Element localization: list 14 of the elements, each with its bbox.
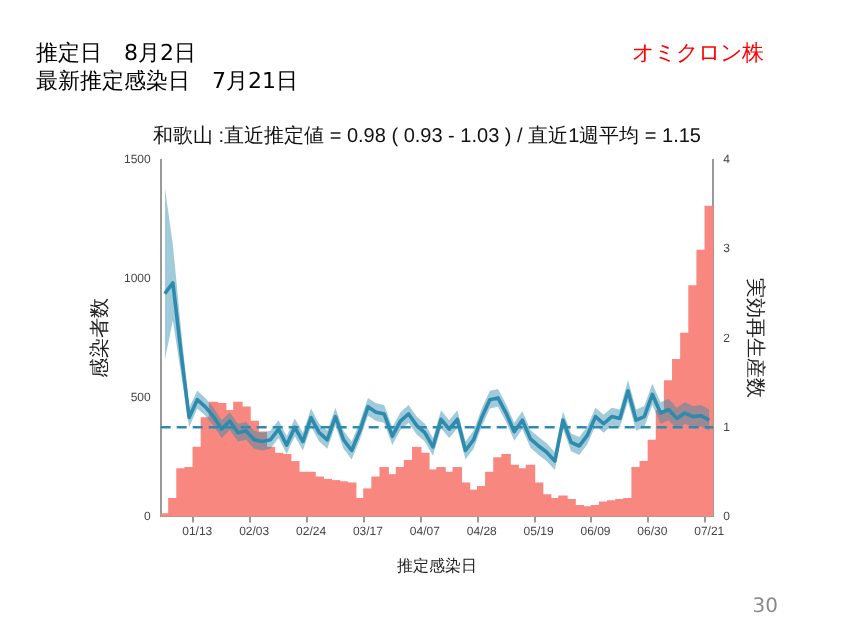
bar <box>566 499 576 517</box>
bar <box>631 467 641 517</box>
text: 最新推定感染日 7月21日 <box>36 66 298 96</box>
y-axis-title: 感染者数 <box>87 298 112 379</box>
bar <box>379 467 389 517</box>
y2-axis-title: 実効再生産数 <box>742 278 767 399</box>
x-axis-title: 推定感染日 <box>397 556 478 575</box>
text: 推定日 8月2日 <box>36 38 196 68</box>
text: 30 <box>752 596 778 618</box>
chart-title: 和歌山 :直近推定値 = 0.98 ( 0.93 - 1.03 ) / 直近1週平均 = 1.15 <box>153 123 702 148</box>
bar <box>314 476 324 517</box>
bar <box>346 482 357 517</box>
bar <box>444 471 454 517</box>
text: オミクロン株 <box>632 38 764 68</box>
